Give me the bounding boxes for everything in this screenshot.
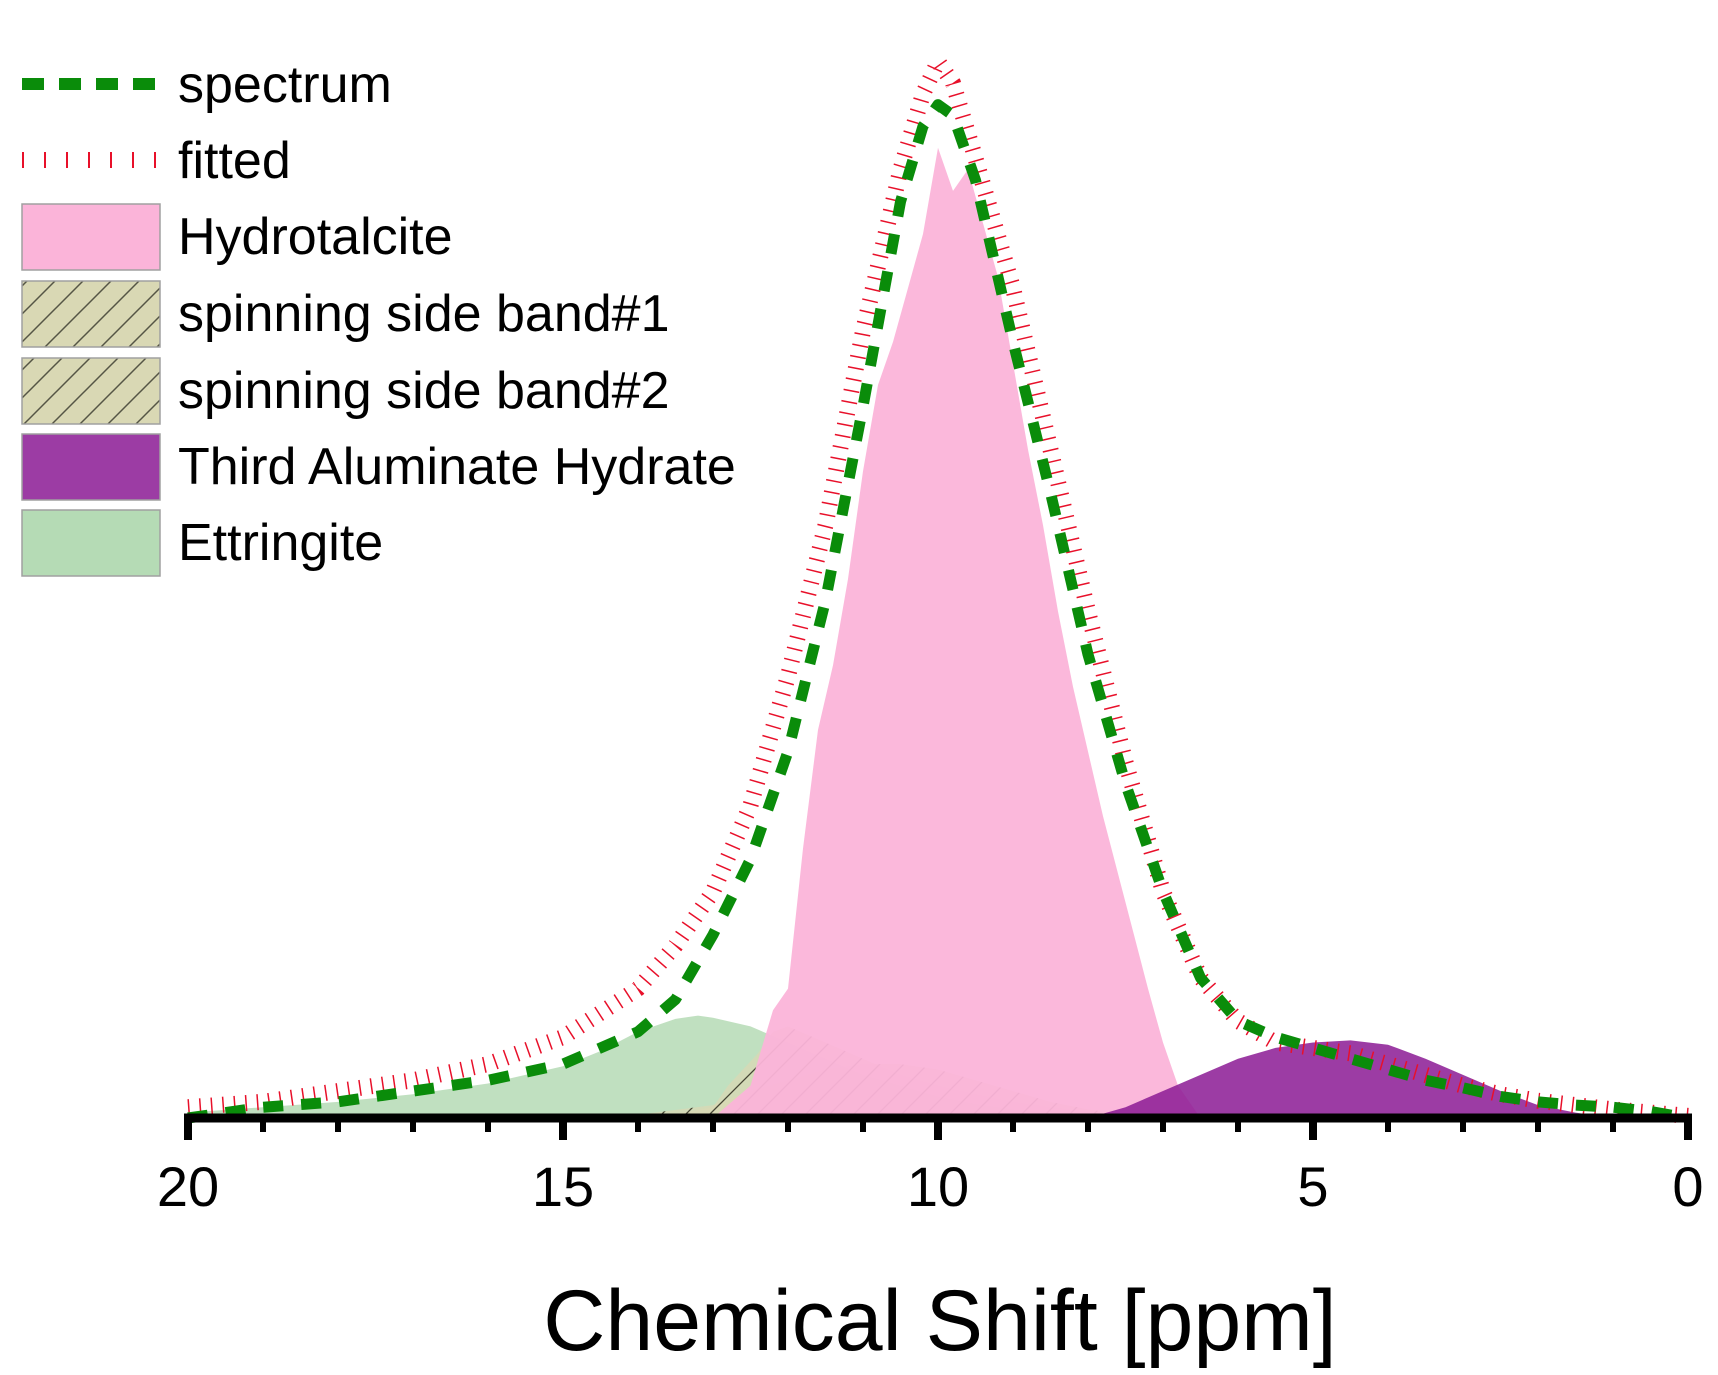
legend-swatch-ssb2 — [21, 357, 161, 425]
legend-label-ettringite: Ettringite — [178, 514, 383, 572]
legend-label-hydrotalcite: Hydrotalcite — [178, 208, 453, 266]
legend-item-ettringite: Ettringite — [21, 509, 383, 577]
legend-label-fitted: fitted — [178, 132, 291, 190]
legend-item-ssb1: spinning side band#1 — [21, 280, 670, 348]
x-tick-label: 20 — [157, 1155, 219, 1218]
fitted-line — [187, 45, 1689, 1124]
legend-swatch-third_aluminate — [21, 433, 161, 501]
x-tick-label: 10 — [907, 1155, 969, 1218]
x-tick-label: 15 — [532, 1155, 594, 1218]
legend-label-ssb1: spinning side band#1 — [178, 285, 670, 343]
legend-item-third_aluminate: Third Aluminate Hydrate — [21, 433, 736, 501]
legend-item-hydrotalcite: Hydrotalcite — [21, 203, 453, 271]
hydrotalcite-area — [713, 147, 1201, 1119]
legend-label-third_aluminate: Third Aluminate Hydrate — [178, 438, 736, 496]
legend-item-fitted: fitted — [22, 132, 291, 190]
legend: spectrum fitted Hydrotalcite spinning side … — [21, 56, 736, 577]
x-tick-label: 5 — [1297, 1155, 1328, 1218]
legend-label-ssb2: spinning side band#2 — [178, 362, 670, 420]
legend-swatch-hydrotalcite — [21, 203, 161, 271]
x-tick-label: 0 — [1672, 1155, 1703, 1218]
x-axis-title: Chemical Shift [ppm] — [543, 1273, 1336, 1369]
x-axis: 20 15 10 5 0 — [157, 1113, 1704, 1218]
plot-area — [187, 45, 1689, 1124]
legend-swatch-ettringite — [21, 509, 161, 577]
spectrum-line — [187, 99, 1689, 1124]
legend-label-spectrum: spectrum — [178, 56, 392, 114]
legend-swatch-ssb1 — [21, 280, 161, 348]
legend-item-spectrum: spectrum — [22, 56, 392, 114]
third-aluminate-hydrate-area — [1088, 1040, 1613, 1118]
legend-item-ssb2: spinning side band#2 — [21, 357, 670, 425]
